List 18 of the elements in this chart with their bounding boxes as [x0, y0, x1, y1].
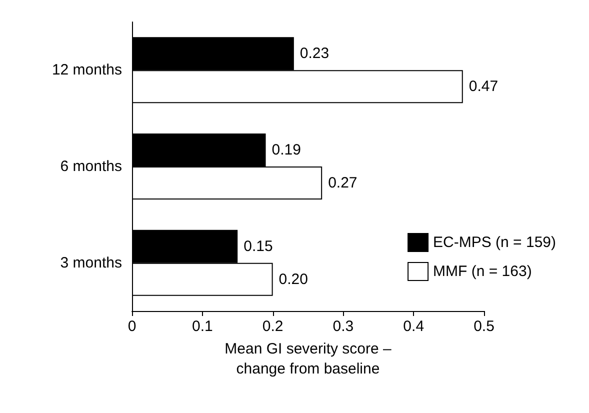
- x-axis-title: Mean GI severity score – change from baseline: [224, 340, 392, 378]
- x-tick-label: 0.2: [262, 318, 284, 335]
- data-label: 0.27: [328, 174, 358, 192]
- x-tick-label: 0: [128, 318, 136, 335]
- x-tick-label: 0.1: [192, 318, 213, 335]
- x-tick-label: 0.5: [474, 318, 494, 335]
- legend-label: EC-MPS (n = 159): [433, 234, 556, 251]
- data-label: 0.15: [244, 238, 273, 255]
- x-tick-label: 0.3: [332, 318, 354, 335]
- y-tick-label: 6 months: [60, 158, 122, 175]
- data-label: 0.20: [278, 270, 308, 288]
- data-label: 0.23: [300, 45, 330, 62]
- data-label: 0.19: [272, 142, 301, 158]
- y-tick-label: 3 months: [60, 254, 122, 272]
- data-label: 0.47: [468, 78, 498, 96]
- legend-label: MMF (n = 163): [433, 263, 532, 280]
- y-tick-label: 12 months: [52, 62, 122, 79]
- x-tick-label: 0.4: [403, 318, 424, 335]
